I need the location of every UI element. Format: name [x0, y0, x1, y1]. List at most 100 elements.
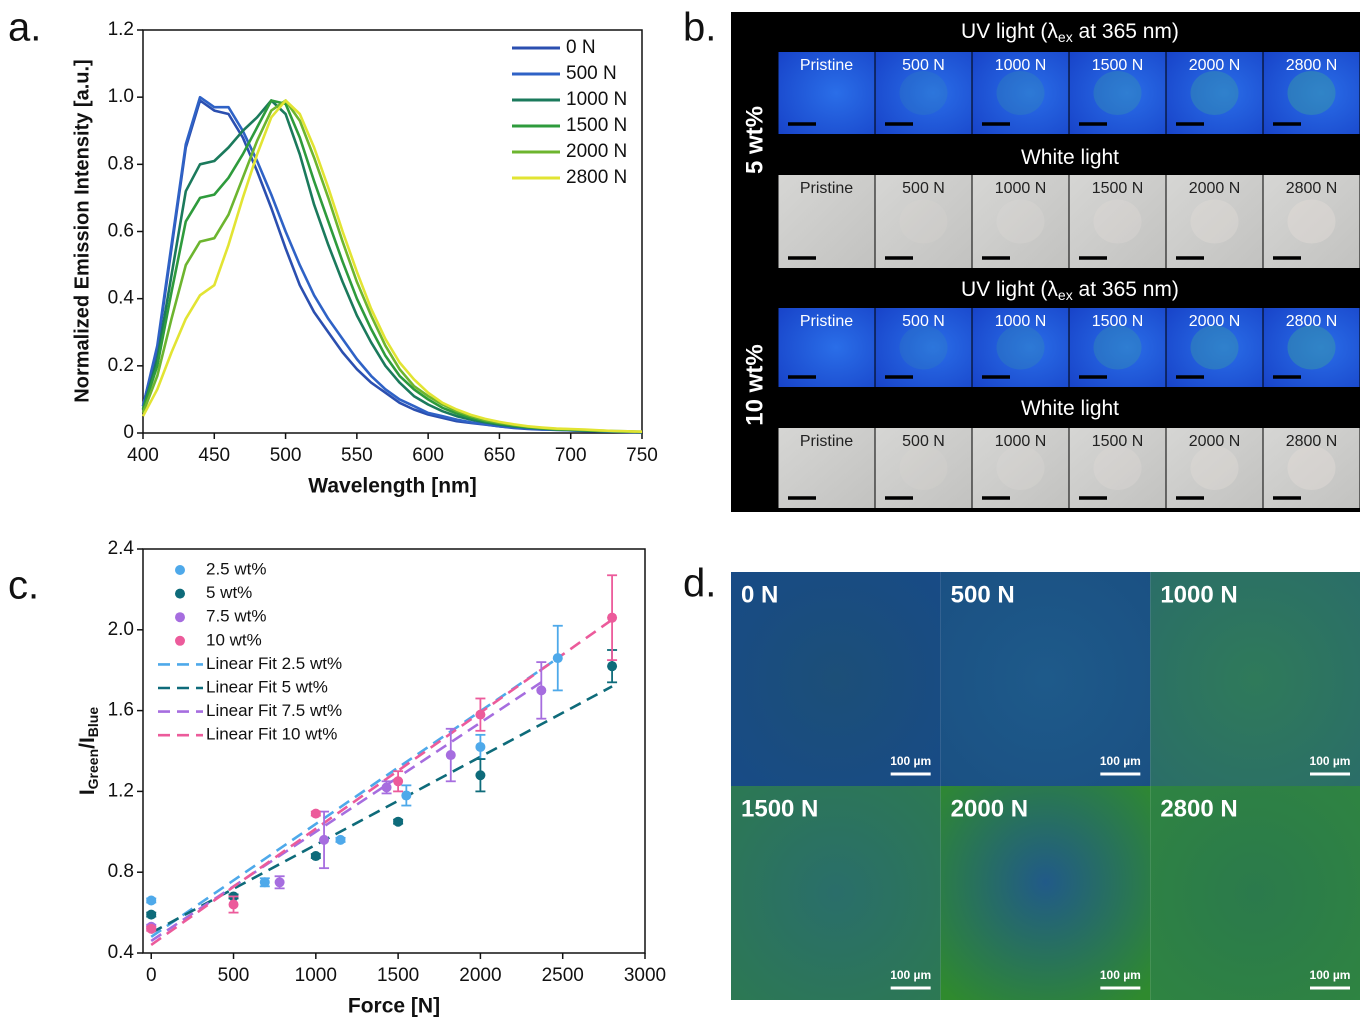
plot-frame [142, 548, 646, 954]
pressed-region [1093, 71, 1142, 115]
sample-image [972, 308, 1069, 387]
y-axis-title: IGreen/IBlue [76, 707, 101, 796]
pressed-region [899, 446, 948, 490]
data-point [445, 750, 456, 761]
cell-label: 2800 N [1286, 313, 1338, 330]
sample-image [972, 175, 1069, 268]
sample-image [1166, 175, 1263, 268]
data-point [536, 685, 547, 696]
panel-label: d. [683, 562, 716, 606]
panel-label: a. [8, 6, 41, 50]
section-title: White light [1021, 146, 1119, 169]
y-tick-label: 0 [123, 422, 134, 443]
cell-label: 2000 N [1189, 57, 1241, 74]
data-point [228, 899, 239, 910]
x-tick-label: 2000 [459, 965, 501, 986]
legend-marker [175, 565, 185, 575]
sample-image [1166, 308, 1263, 387]
sample-image [875, 52, 972, 134]
cell-label: Pristine [800, 313, 853, 330]
data-point [259, 877, 270, 888]
y-tick-label: 0.6 [108, 221, 134, 242]
pressed-region [1190, 71, 1239, 115]
data-point [146, 895, 157, 906]
legend-label: 2800 N [566, 167, 627, 188]
x-tick-label: 450 [198, 445, 230, 466]
pressed-region [899, 325, 948, 370]
cell-label: 1500 N [1092, 313, 1144, 330]
pressed-region [1093, 446, 1142, 490]
y-axis-title-sub: Green [85, 749, 101, 789]
x-tick-label: 2500 [542, 965, 584, 986]
legend-label: Linear Fit 10 wt% [206, 725, 337, 744]
micrograph-label: 0 N [741, 581, 778, 608]
data-point [475, 741, 486, 752]
pressed-region [1287, 325, 1336, 370]
data-point [335, 834, 346, 845]
cell-label: 1500 N [1092, 57, 1144, 74]
scale-label: 100 µm [1310, 754, 1351, 768]
sample-image [1263, 52, 1360, 134]
y-tick-label: 0.4 [108, 288, 135, 309]
data-point [274, 877, 285, 888]
cell-label: 2800 N [1286, 180, 1338, 197]
sample-image [1263, 428, 1360, 508]
sample-image [1263, 308, 1360, 387]
cell-label: Pristine [800, 433, 853, 450]
cell-label: 2800 N [1286, 433, 1338, 450]
panel-label: c. [8, 564, 39, 608]
y-tick-label: 2.4 [108, 538, 135, 559]
legend-label: Linear Fit 2.5 wt% [206, 654, 342, 673]
cell-label: 1500 N [1092, 180, 1144, 197]
x-tick-label: 3000 [624, 965, 666, 986]
cell-label: 500 N [902, 313, 945, 330]
x-tick-label: 650 [484, 445, 516, 466]
data-point [310, 851, 321, 862]
pressed-region [1190, 199, 1239, 244]
y-tick-label: 0.8 [108, 153, 134, 174]
legend-marker [175, 612, 185, 623]
x-tick-label: 700 [555, 445, 587, 466]
cell-label: 2000 N [1189, 313, 1241, 330]
legend-label: Linear Fit 5 wt% [206, 677, 328, 696]
data-point [401, 790, 412, 801]
legend-label: 0 N [566, 37, 596, 58]
data-point [310, 808, 321, 819]
section-title-part: at 365 nm) [1073, 278, 1179, 301]
pressed-region [1287, 446, 1336, 490]
section-title-sub: ex [1058, 29, 1073, 45]
micrograph [731, 786, 941, 1000]
y-axis-title: Normalized Emission Intensity [a.u.] [71, 59, 93, 402]
sample-image [1069, 308, 1166, 387]
micrograph [940, 572, 1151, 786]
y-tick-label: 0.2 [108, 355, 134, 376]
x-axis-title: Wavelength [nm] [308, 475, 476, 498]
pressed-region [996, 71, 1045, 115]
micrograph-label: 2000 N [951, 795, 1028, 822]
fit-line [150, 657, 559, 938]
panel-label: b. [683, 6, 716, 50]
sample-image [778, 428, 875, 508]
y-axis-title-part: I [76, 789, 99, 795]
y-tick-label: 2.0 [108, 619, 134, 640]
sample-image [1069, 428, 1166, 508]
section-title-sub: ex [1058, 287, 1073, 303]
legend-label: 2.5 wt% [206, 559, 266, 578]
y-tick-label: 1.2 [108, 780, 134, 801]
legend-label: 10 wt% [206, 630, 262, 649]
fit-line [150, 685, 613, 934]
sample-image [875, 175, 972, 268]
scale-label: 100 µm [890, 754, 931, 768]
x-tick-label: 600 [412, 445, 444, 466]
x-tick-label: 1000 [295, 965, 337, 986]
sample-image [972, 428, 1069, 508]
pressed-region [899, 71, 948, 115]
legend-label: 1500 N [566, 115, 627, 136]
sample-image [778, 52, 875, 134]
sample-image [1166, 52, 1263, 134]
section-title-part: at 365 nm) [1073, 20, 1179, 43]
legend-label: 2000 N [566, 141, 627, 162]
sample-image [1069, 52, 1166, 134]
sample-image [778, 175, 875, 268]
cell-label: 1000 N [995, 57, 1047, 74]
